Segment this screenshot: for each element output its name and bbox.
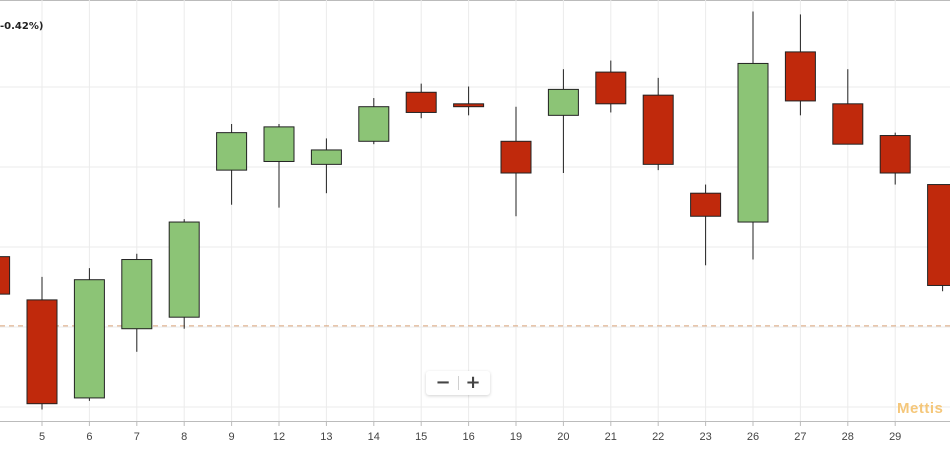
candle: [168, 221, 200, 318]
x-tick-label: 9: [229, 431, 235, 443]
candle: [832, 103, 864, 145]
x-tick-label: 16: [462, 431, 474, 443]
x-tick-label: 23: [699, 431, 711, 443]
candle: [642, 94, 674, 165]
x-tick-label: 12: [273, 431, 285, 443]
candle: [547, 88, 579, 116]
x-tick-label: 15: [415, 431, 427, 443]
x-tick-label: 22: [652, 431, 664, 443]
watermark-logo: Mettis: [897, 400, 944, 417]
candle: [121, 259, 153, 330]
candle-partial: [0, 256, 11, 295]
x-tick-label: 19: [510, 431, 522, 443]
zoom-in-button[interactable]: +: [465, 372, 481, 393]
zoom-control: − +: [426, 371, 490, 395]
candle-partial: [927, 184, 950, 286]
candle: [690, 192, 722, 217]
x-tick-label: 6: [86, 431, 92, 443]
x-tick-label: 29: [889, 431, 901, 443]
candle: [263, 126, 295, 162]
x-tick-label: 14: [368, 431, 380, 443]
x-tick-label: 8: [181, 431, 187, 443]
candle: [879, 135, 911, 174]
x-tick-label: 5: [39, 431, 45, 443]
x-tick-label: 26: [747, 431, 759, 443]
price-change-label: -0.42%): [0, 21, 44, 32]
candle: [216, 132, 248, 171]
x-tick-label: 7: [134, 431, 140, 443]
x-tick-label: 27: [794, 431, 806, 443]
candle: [737, 62, 769, 223]
x-tick-label: 20: [557, 431, 569, 443]
candle: [405, 91, 437, 113]
candle: [73, 279, 105, 399]
candle: [500, 140, 532, 174]
x-tick-label: 28: [842, 431, 854, 443]
candle: [358, 106, 390, 142]
candle: [26, 299, 58, 405]
zoom-divider: [457, 376, 459, 390]
x-tick-label: 13: [320, 431, 332, 443]
x-tick-label: 21: [605, 431, 617, 443]
candle: [310, 149, 342, 165]
candle: [784, 51, 816, 102]
zoom-out-button[interactable]: −: [435, 372, 451, 393]
candle: [453, 103, 485, 108]
candle: [595, 71, 627, 105]
